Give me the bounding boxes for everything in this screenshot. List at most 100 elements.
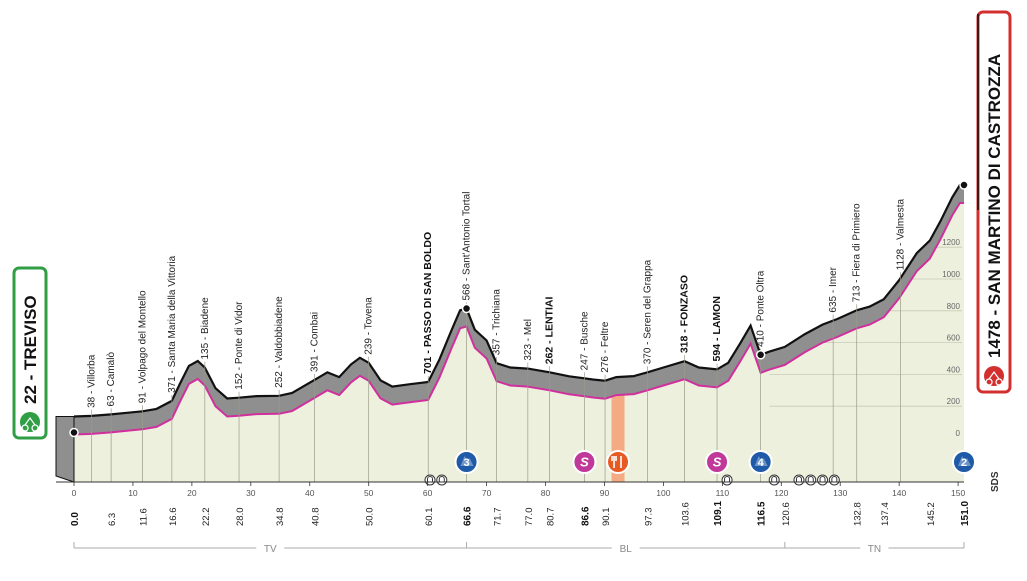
tunnel-arch	[831, 476, 838, 482]
x-axis-tick-label: 130	[833, 488, 847, 498]
elevation-tick-label: 800	[947, 302, 961, 311]
x-axis-tick-label: 120	[774, 488, 788, 498]
kom-marker	[748, 450, 773, 474]
elevation-tick-label: 200	[947, 397, 961, 406]
km-distance-label: 132.8	[853, 502, 864, 526]
tunnel-arch	[427, 476, 433, 482]
x-axis-tick-label: 0	[72, 488, 77, 498]
kom-category-label: 3	[463, 457, 469, 469]
waypoint-label: 38 - Villorba	[87, 354, 98, 408]
kom-category-label: 4	[758, 457, 765, 469]
elevation-tick-label: 0	[956, 429, 961, 438]
summit-dot	[959, 180, 969, 190]
elevation-tick-label: 1200	[942, 238, 960, 247]
km-distance-label: 80.7	[546, 508, 557, 527]
kom-marker	[454, 450, 479, 474]
terrain-band	[74, 185, 964, 435]
kom-category-label: 2	[961, 457, 967, 469]
waypoint-label: 357 - Trichiana	[492, 289, 503, 356]
sds-label: SDS	[990, 471, 1001, 492]
km-distance-label: 151.0	[960, 501, 971, 526]
km-distance-label: 22.2	[201, 508, 212, 527]
waypoint-label: 239 - Tovena	[364, 297, 375, 355]
tunnel-arch	[771, 476, 778, 482]
x-axis-tick-label: 20	[187, 488, 197, 498]
waypoint-label: 1128 - Valmesta	[895, 199, 906, 271]
x-axis-tick-label: 100	[656, 488, 670, 498]
km-distance-label: 34.8	[275, 508, 286, 527]
waypoint-label: 410 - Ponte Oltra	[756, 270, 767, 347]
tunnel-arch	[819, 476, 826, 482]
x-axis-tick-label: 90	[600, 488, 610, 498]
sprint-label: S	[713, 455, 722, 470]
x-axis-tick-label: 70	[482, 488, 492, 498]
waypoint-label: 594 - LAMON	[711, 296, 723, 361]
x-axis-tick-label: 140	[892, 488, 906, 498]
waypoint-label: 635 - Imer	[828, 266, 839, 312]
km-distance-label: 103.6	[681, 502, 692, 526]
km-distance-label: 120.6	[781, 502, 792, 526]
mountain-icon	[460, 456, 474, 466]
km-distance-label: 60.1	[424, 508, 435, 527]
waypoint-label: 247 - Busche	[579, 311, 590, 370]
km-distance-label: 109.1	[713, 501, 724, 526]
finish-label: 1478 - SAN MARTINO DI CASTROZZA	[985, 54, 1004, 358]
km-distance-label: 77.0	[524, 508, 535, 527]
mountain-icon	[958, 456, 971, 466]
waypoint-label: 323 - Mel	[523, 319, 534, 361]
km-distance-label: 66.6	[463, 506, 474, 526]
start-label: 22 - TREVISO	[21, 295, 40, 404]
kom-marker	[952, 450, 976, 474]
region-label: TN	[868, 544, 881, 555]
km-distance-label: 71.7	[493, 508, 504, 527]
x-axis-tick-label: 110	[716, 488, 730, 498]
x-axis-tick-label: 10	[128, 488, 138, 498]
x-axis-tick-label: 40	[305, 488, 315, 498]
elevation-tick-label: 1000	[942, 270, 960, 279]
x-axis-tick-label: 150	[951, 488, 965, 498]
waypoint-label: 318 - FONZASO	[679, 275, 691, 353]
km-distance-label: 137.4	[880, 502, 891, 526]
bike-glyph	[21, 416, 39, 432]
start-frame	[12, 266, 48, 440]
km-distance-label: 6.3	[107, 513, 118, 526]
waypoint-label: 391 - Combai	[309, 312, 320, 372]
cyclist-icon	[984, 366, 1004, 386]
feed-zone-marker	[606, 450, 631, 474]
km-distance-label: 0.0	[70, 512, 81, 526]
waypoint-label: 713 - Fiera di Primiero	[852, 203, 863, 302]
start-terrain-edge	[55, 416, 75, 483]
waypoint-label: 701 - PASSO DI SAN BOLDO	[422, 232, 434, 374]
bike-glyph	[985, 370, 1003, 386]
waypoint-label: 370 - Seren del Grappa	[642, 259, 653, 364]
mountain-icon	[754, 456, 768, 466]
profile-fill-area	[74, 203, 964, 482]
region-label-bg	[860, 542, 889, 554]
waypoint-label: 135 - Biadene	[200, 297, 211, 360]
km-distance-label: 50.0	[365, 508, 376, 527]
waypoint-label: 276 - Feltre	[600, 321, 611, 373]
fork-knife-icon	[611, 456, 622, 468]
waypoint-label: 152 - Ponte di Vidor	[234, 301, 245, 390]
tunnel-arch	[795, 476, 802, 482]
summit-dot	[755, 350, 766, 360]
tunnel-arch	[438, 476, 445, 482]
waypoint-label: 91 - Volpago del Montello	[137, 290, 148, 403]
region-label: TV	[264, 544, 277, 555]
region-label-bg	[256, 542, 285, 554]
elevation-tick-label: 400	[947, 365, 961, 374]
region-label: BL	[620, 544, 633, 555]
sprint-marker	[572, 450, 597, 474]
tunnel-arch	[724, 476, 731, 482]
sprint-label: S	[580, 455, 589, 470]
tunnel-arch	[807, 476, 814, 482]
km-distance-label: 16.6	[168, 508, 179, 527]
waypoint-label: 568 - Sant'Antonio Tortal	[462, 192, 473, 301]
x-axis-tick-label: 80	[541, 488, 551, 498]
x-axis-tick-label: 30	[246, 488, 256, 498]
km-distance-label: 116.5	[757, 501, 768, 526]
waypoint-label: 262 - LENTIAI	[544, 297, 556, 365]
sprint-marker	[705, 450, 730, 474]
